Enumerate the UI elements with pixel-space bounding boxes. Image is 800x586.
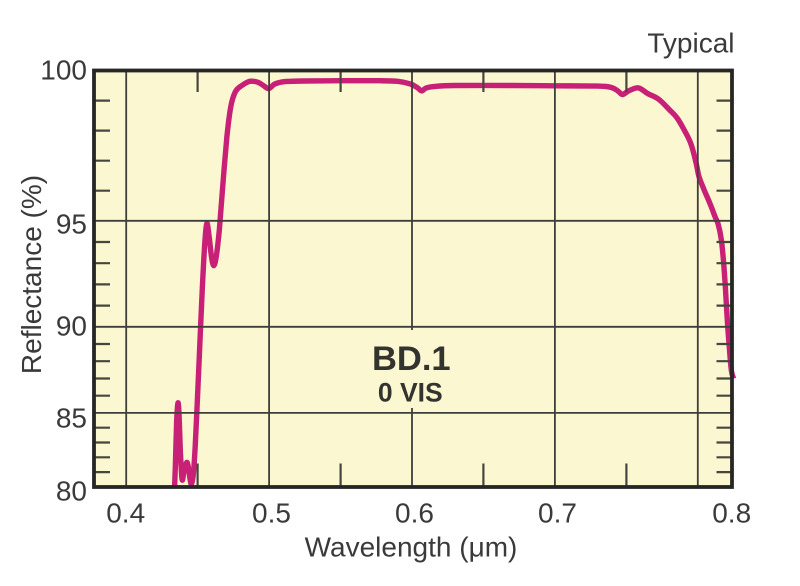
svg-text:100: 100 bbox=[40, 55, 87, 86]
svg-text:0.6: 0.6 bbox=[395, 498, 434, 529]
svg-text:90: 90 bbox=[56, 311, 87, 342]
svg-text:BD.1: BD.1 bbox=[372, 340, 451, 378]
svg-text:0.5: 0.5 bbox=[252, 498, 291, 529]
svg-text:0 VIS: 0 VIS bbox=[378, 378, 443, 408]
svg-text:Wavelength (μm): Wavelength (μm) bbox=[305, 531, 518, 562]
svg-text:Typical: Typical bbox=[647, 28, 734, 59]
svg-text:0.7: 0.7 bbox=[538, 498, 577, 529]
svg-text:85: 85 bbox=[56, 402, 87, 433]
svg-text:0.4: 0.4 bbox=[106, 498, 145, 529]
svg-text:80: 80 bbox=[56, 476, 87, 507]
svg-text:95: 95 bbox=[56, 209, 87, 240]
svg-text:0.8: 0.8 bbox=[712, 498, 751, 529]
svg-text:Reflectance (%): Reflectance (%) bbox=[16, 175, 47, 374]
